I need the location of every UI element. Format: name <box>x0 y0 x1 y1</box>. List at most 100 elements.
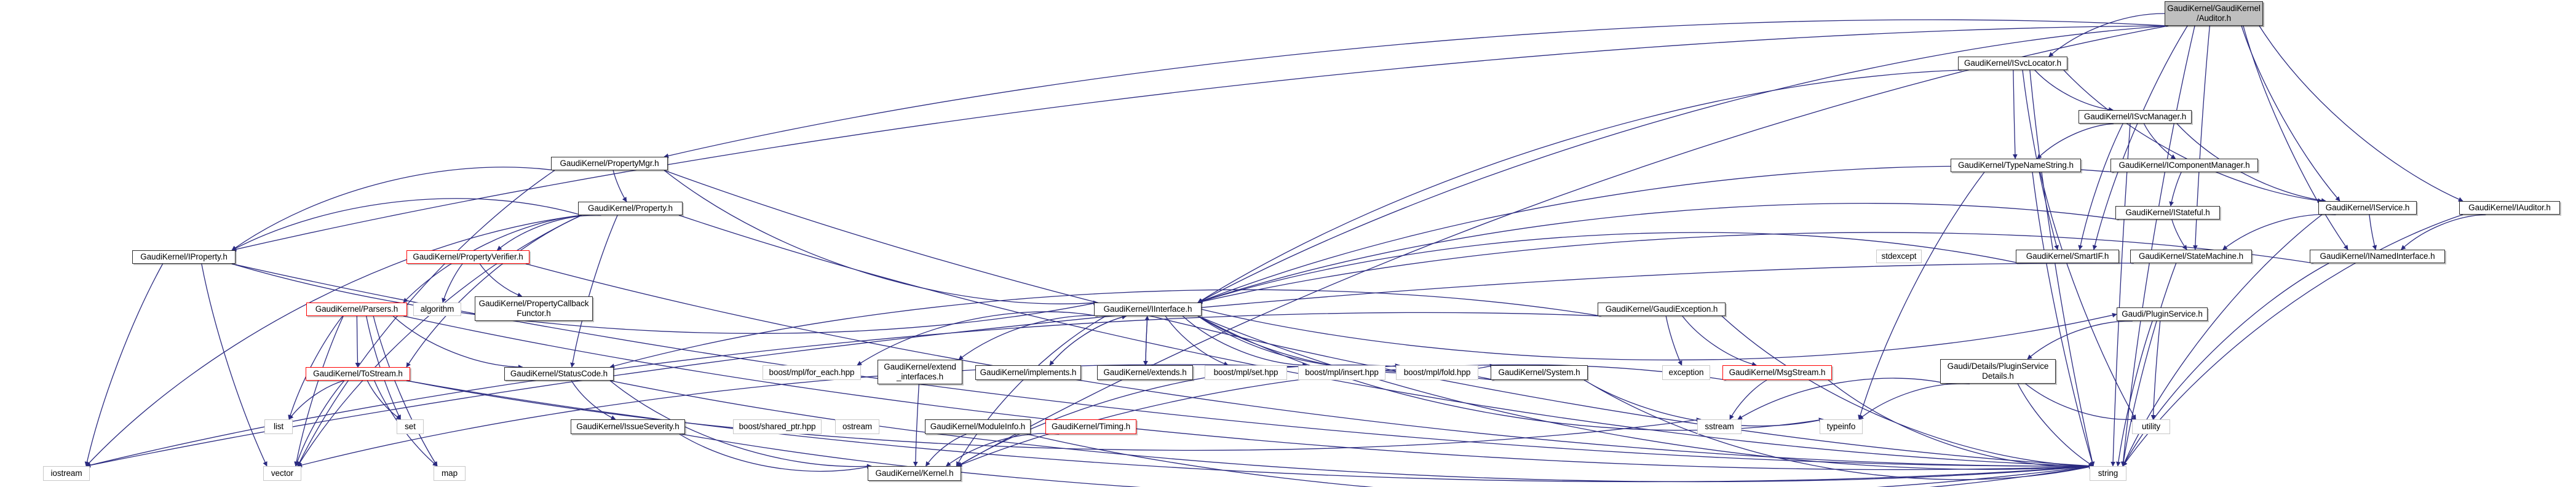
graph-node-kernel[interactable]: GaudiKernel/Kernel.h <box>868 466 961 481</box>
graph-edge <box>2169 172 2182 207</box>
graph-node-isvcmanager[interactable]: GaudiKernel/ISvcManager.h <box>2079 110 2192 124</box>
graph-node-parsers[interactable]: GaudiKernel/Parsers.h <box>306 303 407 316</box>
graph-node-pluginservice[interactable]: Gaudi/PluginService.h <box>2117 307 2208 321</box>
graph-node-icomponentmanager[interactable]: GaudiKernel/IComponentManager.h <box>2110 159 2258 172</box>
graph-node-smartif[interactable]: GaudiKernel/SmartIF.h <box>2016 250 2119 263</box>
graph-node-string[interactable]: string <box>2090 466 2126 481</box>
graph-node-mplforeach[interactable]: boost/mpl/for_each.hpp <box>763 365 861 380</box>
graph-edge <box>1665 315 1682 366</box>
graph-edge <box>2241 25 2340 202</box>
graph-node-ostream[interactable]: ostream <box>835 419 879 434</box>
graph-edge <box>664 170 1098 306</box>
graph-edge <box>2150 320 2161 420</box>
graph-node-issueseverity[interactable]: GaudiKernel/IssueSeverity.h <box>571 419 685 434</box>
graph-edge <box>525 263 2094 469</box>
graph-edge <box>294 315 344 467</box>
graph-edge <box>1721 315 2094 469</box>
graph-node-gaudiexception[interactable]: GaudiKernel/GaudiException.h <box>1598 303 1726 316</box>
graph-node-timing[interactable]: GaudiKernel/Timing.h <box>1045 419 1136 434</box>
graph-edge <box>392 315 523 370</box>
graph-node-root[interactable]: GaudiKernel/GaudiKernel /Auditor.h <box>2165 1 2263 26</box>
graph-edge <box>1197 232 2020 304</box>
graph-node-map[interactable]: map <box>434 466 466 481</box>
graph-edge <box>1197 315 2094 470</box>
graph-edge <box>2122 263 2329 467</box>
graph-node-tostream[interactable]: GaudiKernel/ToStream.h <box>306 367 410 381</box>
graph-edge <box>946 433 1060 467</box>
graph-node-iservice[interactable]: GaudiKernel/IService.h <box>2318 201 2417 215</box>
graph-edge <box>1165 315 1229 366</box>
graph-edge <box>857 311 1098 366</box>
graph-edge <box>679 434 872 472</box>
graph-edge <box>85 215 582 467</box>
graph-edge <box>288 315 343 420</box>
graph-node-statuscode[interactable]: GaudiKernel/StatusCode.h <box>504 367 614 381</box>
graph-node-extendinterfaces[interactable]: GaudiKernel/extend _interfaces.h <box>878 360 962 384</box>
graph-node-iproperty[interactable]: GaudiKernel/IProperty.h <box>132 250 236 264</box>
graph-edge <box>681 434 2094 487</box>
graph-edge <box>367 380 402 420</box>
graph-node-property[interactable]: GaudiKernel/Property.h <box>578 202 683 215</box>
graph-node-propertycallback[interactable]: GaudiKernel/PropertyCallback Functor.h <box>475 296 593 321</box>
graph-node-typenamestring[interactable]: GaudiKernel/TypeNameString.h <box>1951 159 2081 172</box>
graph-edge <box>406 215 582 368</box>
graph-edge <box>1197 165 2115 304</box>
graph-edge <box>201 263 268 467</box>
graph-edge <box>957 364 1495 467</box>
graph-node-pluginservicedet[interactable]: Gaudi/Details/PluginService Details.h <box>1940 359 2056 384</box>
graph-node-system[interactable]: GaudiKernel/System.h <box>1491 365 1588 380</box>
graph-node-isvclocator[interactable]: GaudiKernel/ISvcLocator.h <box>1958 57 2067 70</box>
graph-edge <box>678 215 2094 469</box>
graph-edge <box>2025 383 2136 422</box>
graph-edge <box>373 315 438 467</box>
graph-node-implements[interactable]: GaudiKernel/implements.h <box>975 365 1081 380</box>
graph-edge <box>1737 378 1948 420</box>
graph-node-mplinsert[interactable]: boost/mpl/insert.hpp <box>1298 365 1385 380</box>
graph-node-vector[interactable]: vector <box>263 466 301 481</box>
graph-node-stdexcept[interactable]: stdexcept <box>1876 250 1922 263</box>
graph-node-utility[interactable]: utility <box>2132 419 2170 434</box>
graph-node-iauditor[interactable]: GaudiKernel/IAuditor.h <box>2459 201 2560 215</box>
graph-edge <box>2243 25 2348 250</box>
graph-edge <box>2027 320 2133 360</box>
graph-edge <box>1144 315 1150 366</box>
graph-edge <box>295 380 345 467</box>
graph-edge <box>1682 315 1757 366</box>
graph-edge <box>612 170 627 202</box>
graph-edge <box>1049 314 1127 366</box>
graph-node-extends[interactable]: GaudiKernel/extends.h <box>1097 365 1193 380</box>
graph-edge <box>2115 320 2153 467</box>
graph-node-sstream[interactable]: sstream <box>1697 419 1742 434</box>
graph-node-propertymgr[interactable]: GaudiKernel/PropertyMgr.h <box>551 157 668 170</box>
graph-node-algorithm[interactable]: algorithm <box>413 303 461 316</box>
graph-edge <box>609 380 2094 483</box>
graph-edge <box>609 380 872 469</box>
graph-node-moduleinfo[interactable]: GaudiKernel/ModuleInfo.h <box>925 419 1031 434</box>
graph-edge <box>1197 232 2314 304</box>
graph-edge <box>297 170 555 467</box>
graph-node-msgstream[interactable]: GaudiKernel/MsgStream.h <box>1722 365 1832 380</box>
graph-node-iostream[interactable]: iostream <box>43 466 90 481</box>
graph-node-mplfold[interactable]: boost/mpl/fold.hpp <box>1396 365 1478 380</box>
graph-node-set[interactable]: set <box>397 419 424 434</box>
graph-edge <box>2193 25 2210 250</box>
graph-node-mplset[interactable]: boost/mpl/set.hpp <box>1205 365 1287 380</box>
graph-edge <box>231 25 2169 252</box>
graph-node-typeinfo[interactable]: typeinfo <box>1820 419 1863 434</box>
graph-node-namedinterface[interactable]: GaudiKernel/INamedInterface.h <box>2310 250 2445 263</box>
graph-node-exception[interactable]: exception <box>1662 365 1710 380</box>
graph-edge <box>913 384 920 467</box>
graph-edge <box>1858 172 1985 420</box>
graph-edge <box>2012 69 2018 159</box>
graph-edge <box>2121 263 2177 467</box>
graph-node-propertyverifier[interactable]: GaudiKernel/PropertyVerifier.h <box>406 250 529 264</box>
graph-node-boostsharedptr[interactable]: boost/shared_ptr.hpp <box>733 419 822 434</box>
graph-node-list[interactable]: list <box>264 419 293 434</box>
graph-edge <box>2401 214 2486 250</box>
graph-edge <box>2222 213 2336 250</box>
graph-node-statemachine[interactable]: GaudiKernel/StateMachine.h <box>2130 250 2252 263</box>
graph-edge <box>2063 69 2323 203</box>
graph-node-istateful[interactable]: GaudiKernel/IStateful.h <box>2115 206 2220 220</box>
graph-edge <box>958 315 1107 360</box>
graph-node-iinterface[interactable]: GaudiKernel/IInterface.h <box>1094 303 1202 316</box>
